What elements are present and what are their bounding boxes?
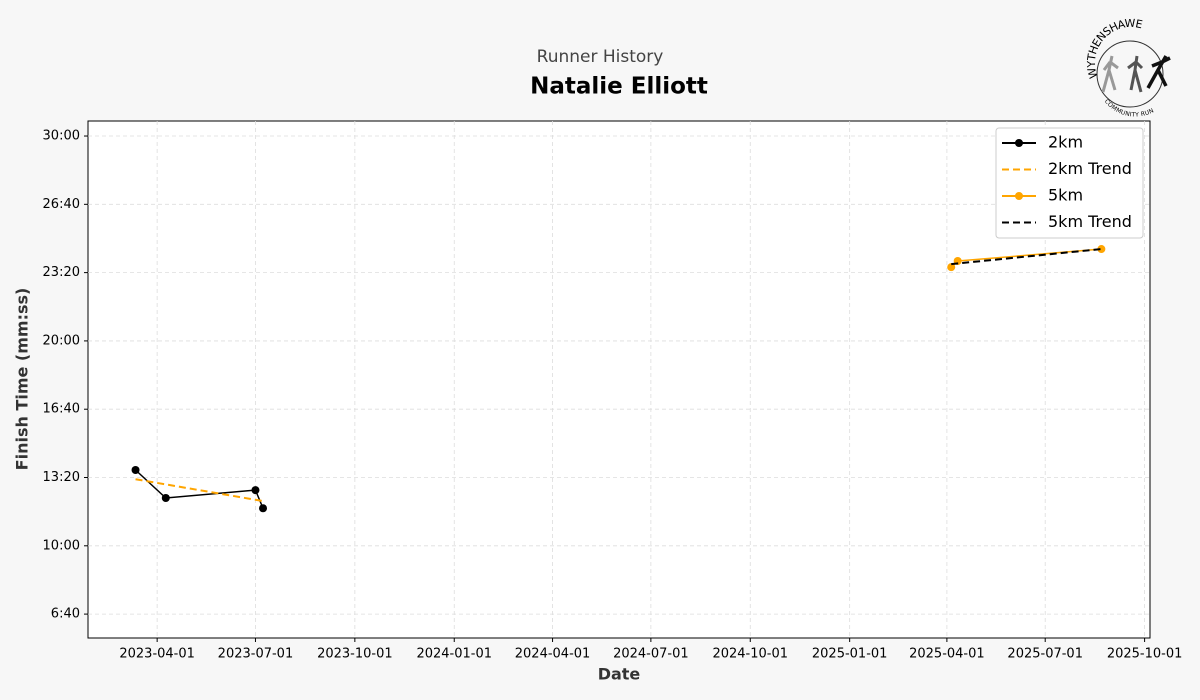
legend-marker xyxy=(1015,139,1023,147)
y-tick-label: 20:00 xyxy=(43,333,80,348)
legend-label: 2km Trend xyxy=(1048,159,1132,178)
data-point xyxy=(161,493,170,502)
data-point xyxy=(1097,245,1106,254)
x-tick-label: 2023-04-01 xyxy=(119,647,195,662)
series-line xyxy=(135,469,264,509)
x-tick-label: 2025-04-01 xyxy=(909,647,985,662)
y-tick-label: 26:40 xyxy=(43,197,80,212)
y-tick-label: 6:40 xyxy=(51,607,80,622)
y-tick-label: 23:20 xyxy=(43,265,80,280)
data-point xyxy=(251,486,260,495)
chart-subtitle: Runner History xyxy=(537,47,664,67)
y-axis-label: Finish Time (mm:ss) xyxy=(13,288,32,471)
logo-ring xyxy=(1096,40,1164,108)
legend-label: 5km xyxy=(1048,186,1083,205)
legend-box xyxy=(995,127,1144,239)
x-tick-label: 2024-07-01 xyxy=(613,647,689,662)
trend-line xyxy=(951,248,1102,266)
y-tick-label: 13:20 xyxy=(43,470,80,485)
data-point xyxy=(947,263,956,272)
legend-marker xyxy=(1015,192,1023,200)
plot-area xyxy=(87,120,1151,639)
legend-label: 5km Trend xyxy=(1048,212,1132,231)
x-tick-label: 2025-07-01 xyxy=(1007,647,1083,662)
x-tick-label: 2023-10-01 xyxy=(317,647,393,662)
legend: 2km 2km Trend 5km 5km Trend xyxy=(995,127,1144,239)
x-tick-label: 2025-10-01 xyxy=(1107,647,1183,662)
x-axis-label: Date xyxy=(598,665,641,684)
x-tick-label: 2024-04-01 xyxy=(515,647,591,662)
legend-label: 2km xyxy=(1048,133,1083,152)
logo-runner xyxy=(1101,55,1119,93)
x-tick-label: 2023-07-01 xyxy=(218,647,294,662)
x-tick-label: 2024-01-01 xyxy=(416,647,492,662)
logo-runner xyxy=(1127,55,1144,93)
data-point xyxy=(131,465,140,474)
logo-runner xyxy=(1146,55,1171,89)
data-point xyxy=(259,504,268,513)
y-tick-label: 16:40 xyxy=(43,402,80,417)
chart-title: Natalie Elliott xyxy=(530,74,708,100)
y-tick-label: 10:00 xyxy=(43,538,80,553)
x-tick-label: 2024-10-01 xyxy=(712,647,788,662)
x-tick-label: 2025-01-01 xyxy=(812,647,888,662)
y-tick-label: 30:00 xyxy=(43,129,80,144)
